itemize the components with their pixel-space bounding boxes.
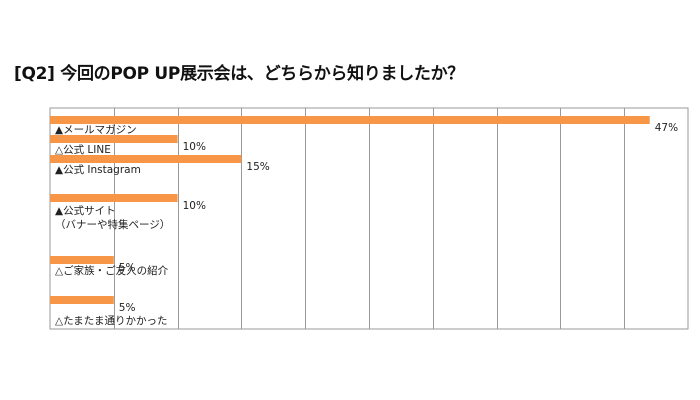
category-label: ▲公式 Instagram [55, 163, 141, 176]
category-label: （バナーや特集ページ） [55, 218, 170, 231]
category-label: △たまたま通りかかった [55, 315, 167, 327]
category-label: △公式 LINE [55, 143, 111, 156]
bar [50, 194, 178, 202]
data-label: 47% [655, 122, 678, 134]
data-label: 10% [183, 141, 206, 153]
bar [50, 256, 114, 264]
labels: 47% ▲メールマガジン 10% △公式 LINE 15% ▲公式 Instagram 10… [55, 122, 678, 327]
data-label: 15% [246, 161, 269, 173]
category-label: △ご家族・ご友人の紹介 [55, 264, 169, 277]
data-label: 10% [183, 200, 206, 212]
bars [50, 116, 650, 304]
category-label: ▲公式サイト [55, 204, 116, 217]
bar [50, 116, 650, 124]
bar [50, 296, 114, 304]
data-label: 5% [119, 262, 136, 274]
chart-title: [Q2] 今回のPOP UP展示会は、どちらから知りましたか？ [14, 64, 464, 84]
grid-lines [49, 107, 689, 330]
data-label: 5% [119, 302, 136, 314]
bar [50, 155, 242, 163]
bar [50, 135, 178, 143]
category-label: ▲メールマガジン [55, 124, 137, 136]
